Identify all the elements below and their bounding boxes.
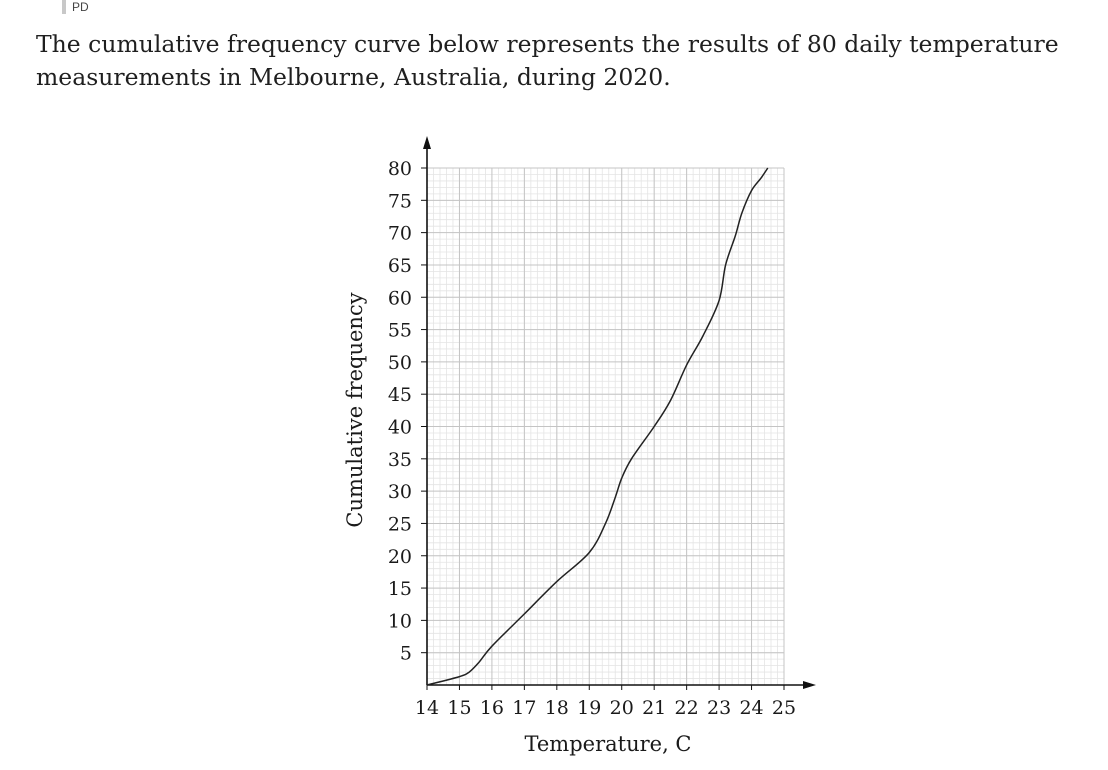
x-tick-label: 14 [415,697,439,719]
x-tick-label: 16 [480,697,504,719]
y-tick-label: 35 [388,449,412,471]
y-tick-label: 25 [388,513,412,535]
y-axis-label: Cumulative frequency [343,292,367,527]
y-tick-label: 70 [388,223,412,245]
x-tick-label: 25 [772,697,796,719]
y-tick-label: 20 [388,546,412,568]
pd-tag: PD [62,0,89,14]
y-axis-arrow [423,136,431,149]
x-tick-label: 22 [675,697,699,719]
series-layer [426,167,769,686]
x-tick-label: 20 [610,697,634,719]
cumulative-frequency-curve [426,167,769,686]
y-tick-label: 75 [388,190,412,212]
y-tick-label: 50 [388,352,412,374]
y-tick-label: 30 [388,481,412,503]
x-tick-label: 18 [545,697,569,719]
x-axis-arrow [803,681,816,689]
x-tick-label: 17 [512,697,536,719]
y-tick-label: 55 [388,320,412,342]
y-tick-label: 5 [400,643,412,665]
question-text: The cumulative frequency curve below rep… [36,30,1059,91]
tick-labels: 5 10 15 20 25 30 35 40 45 50 55 60 65 70 75 80 14 15 16 17 1… [388,158,796,719]
y-tick-label: 45 [388,384,412,406]
x-tick-label: 23 [707,697,731,719]
y-tick-label: 60 [388,287,412,309]
y-tick-label: 15 [388,578,412,600]
x-tick-label: 19 [577,697,601,719]
axes [423,136,816,689]
y-tick-label: 80 [388,158,412,180]
x-tick-label: 24 [739,697,763,719]
x-tick-label: 21 [642,697,666,719]
x-axis-label: Temperature, C [525,732,692,756]
y-tick-label: 65 [388,255,412,277]
x-tick-label: 15 [447,697,471,719]
y-tick-label: 40 [388,417,412,439]
y-tick-label: 10 [388,610,412,632]
